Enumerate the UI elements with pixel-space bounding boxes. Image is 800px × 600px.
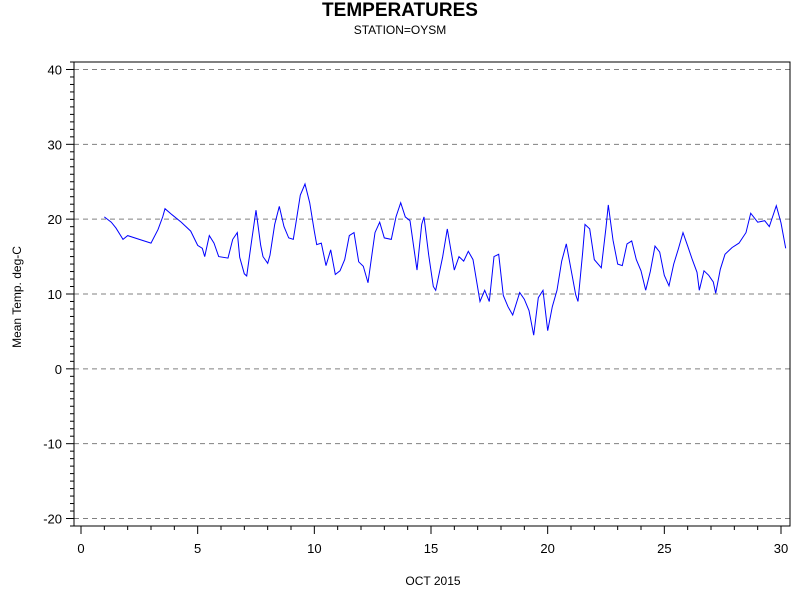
y-tick-label: -10 [43,437,62,452]
x-tick-label: 10 [307,541,321,556]
y-tick-label: 10 [48,287,62,302]
series-line [103,182,787,336]
y-tick-label: -20 [43,512,62,527]
chart-title: TEMPERATURES [322,0,478,21]
x-tick-label: 25 [657,541,671,556]
x-tick-label: 0 [77,541,84,556]
plot-frame [73,61,791,527]
x-tick-label: 30 [774,541,788,556]
x-tick-label: 20 [540,541,554,556]
y-tick-label: 30 [48,137,62,152]
y-tick-label: 20 [48,212,62,227]
x-tick-label: 15 [424,541,438,556]
x-tick-label: 5 [194,541,201,556]
x-axis-label: OCT 2015 [405,574,461,588]
chart-subtitle: STATION=OYSM [353,23,447,37]
axis-ticks [66,61,782,534]
tick-labels: -20 -10 0 10 20 30 40 0 5 10 15 20 25 30 [43,62,788,556]
grid-lines [74,68,790,520]
y-tick-label: 0 [55,362,62,377]
y-tick-label: 40 [48,62,62,77]
